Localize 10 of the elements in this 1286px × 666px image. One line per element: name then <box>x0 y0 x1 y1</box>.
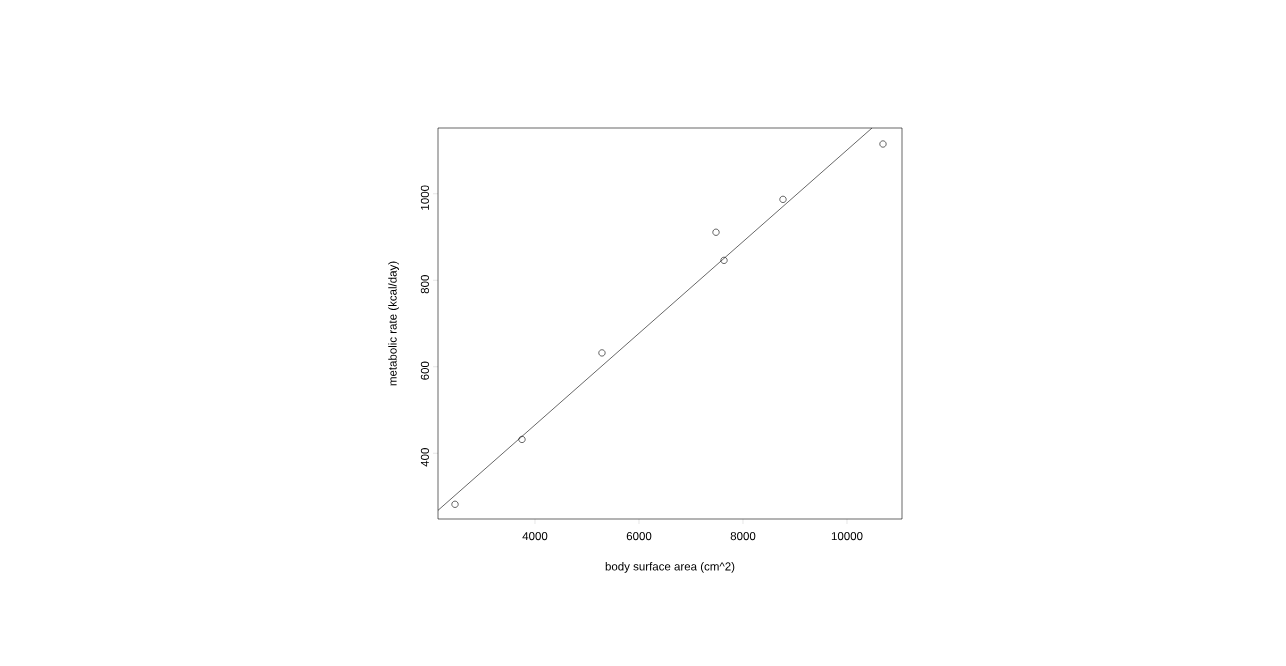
y-tick-label: 800 <box>420 275 429 294</box>
y-axis-title: metabolic rate (kcal/day) <box>388 261 399 386</box>
y-tick-label: 1000 <box>420 185 429 210</box>
x-tick-label: 4000 <box>522 532 548 541</box>
x-tick-label: 10000 <box>831 532 863 541</box>
x-tick-label: 8000 <box>730 532 756 541</box>
x-axis-title: body surface area (cm^2) <box>605 562 735 573</box>
x-tick-label: 6000 <box>626 532 652 541</box>
y-tick-label: 400 <box>420 448 429 467</box>
y-tick-label: 600 <box>420 361 429 380</box>
